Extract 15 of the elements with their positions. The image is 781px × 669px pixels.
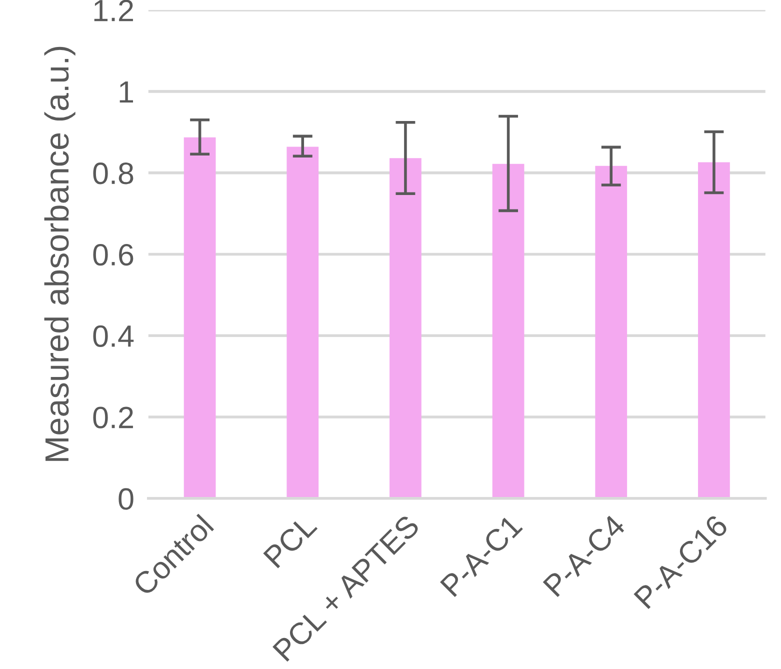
bar (492, 164, 524, 498)
y-tick-label: 0.8 (93, 162, 134, 184)
y-tick-label: 0.4 (93, 325, 134, 347)
y-tick-label: 0.2 (93, 406, 133, 428)
y-tick-label: 0 (118, 488, 134, 510)
y-tick-label: 0.6 (93, 244, 134, 266)
bar (286, 146, 319, 498)
bar (184, 137, 216, 498)
x-tick-label: PCL (262, 514, 318, 568)
y-tick-label: 1.2 (94, 0, 133, 22)
y-axis-title: Measured absorbance (a.u.) (44, 46, 76, 461)
bar (595, 166, 628, 498)
y-tick-label: 1 (120, 81, 134, 102)
bar (390, 158, 422, 498)
bar (698, 162, 730, 498)
